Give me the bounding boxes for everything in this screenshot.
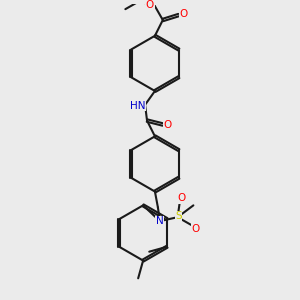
Text: O: O xyxy=(191,224,200,234)
Text: O: O xyxy=(179,9,188,19)
Text: HN: HN xyxy=(130,101,146,111)
Text: S: S xyxy=(175,211,182,221)
Text: O: O xyxy=(164,119,172,130)
Text: O: O xyxy=(146,0,154,10)
Text: N: N xyxy=(156,216,164,226)
Text: O: O xyxy=(177,194,186,203)
